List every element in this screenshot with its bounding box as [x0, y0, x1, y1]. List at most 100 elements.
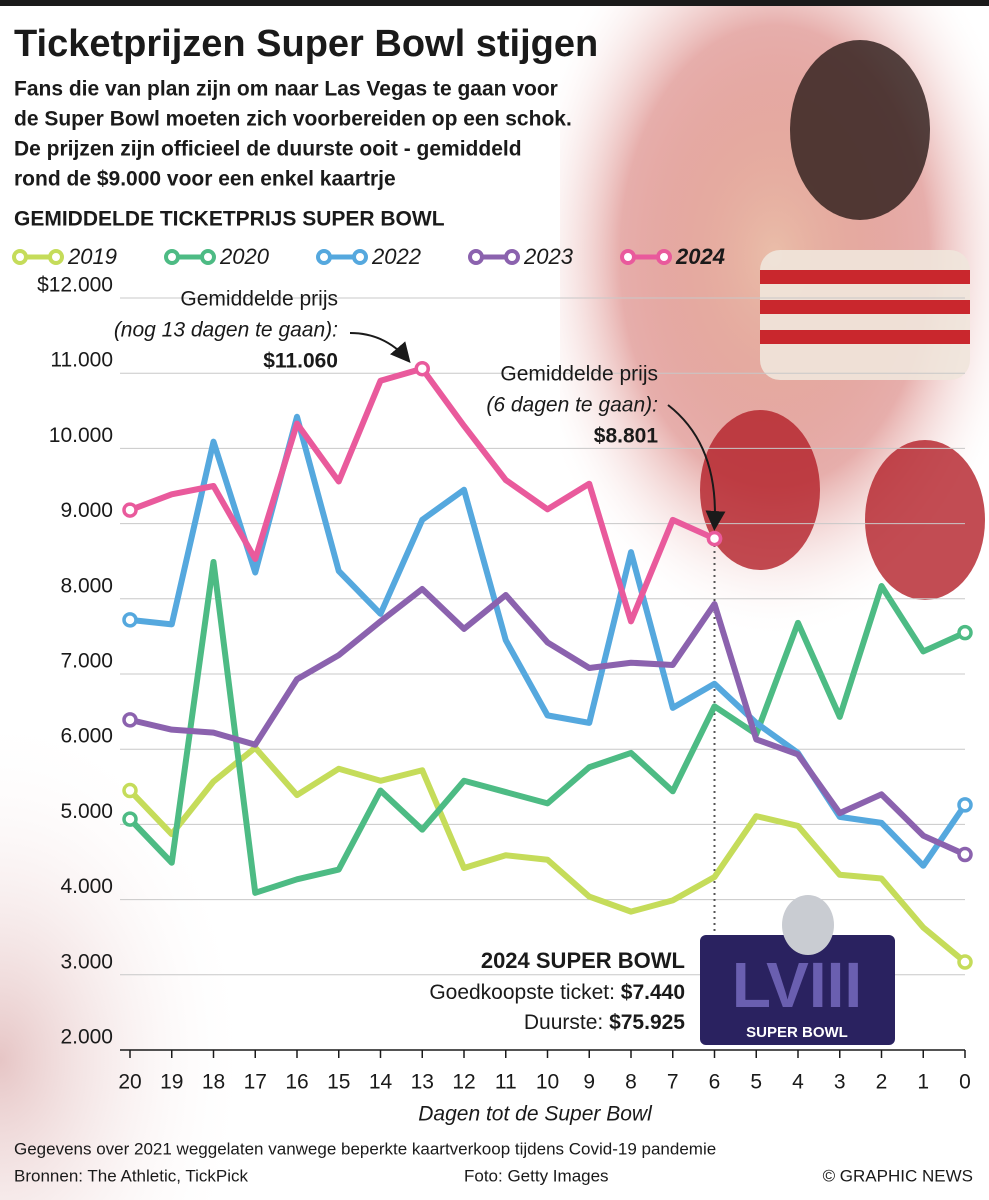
x-tick-label: 3 [834, 1071, 846, 1094]
x-tick-label: 14 [369, 1071, 393, 1094]
x-tick-label: 9 [583, 1071, 595, 1094]
annotation-arrow [667, 404, 726, 531]
series-end [122, 712, 138, 728]
series-end [122, 782, 138, 799]
legend-swatch [504, 249, 520, 265]
y-tick-label: 4.000 [60, 875, 113, 898]
top-bar [0, 0, 989, 6]
info-label: Duurste: [524, 1011, 603, 1034]
legend-label: 2023 [523, 244, 574, 269]
legend-item: 2023 [468, 244, 574, 269]
legend-swatch [620, 249, 636, 265]
legend-swatch [48, 249, 64, 265]
legend-swatch [164, 249, 180, 265]
x-tick-label: 16 [285, 1071, 308, 1094]
x-tick-label: 1 [917, 1071, 929, 1094]
x-tick-label: 0 [959, 1071, 971, 1094]
logo-numeral: LVIII [732, 949, 862, 1021]
annotation-arrow [349, 332, 411, 364]
photo-figure [865, 440, 985, 600]
title: Ticketprijzen Super Bowl stijgen [14, 23, 598, 65]
subtitle-line: rond de $9.000 voor een enkel kaartrje [14, 168, 396, 191]
legend-swatch [12, 249, 28, 265]
info-value: $75.925 [609, 1011, 685, 1034]
subtitle-line: de Super Bowl moeten zich voorbereiden o… [14, 108, 572, 131]
x-tick-label: 6 [709, 1071, 721, 1094]
series-end [957, 846, 973, 863]
info-value: $7.440 [621, 981, 685, 1004]
legend: 2019 2020 2022 2023 2024 [12, 244, 725, 269]
x-tick-label: 20 [118, 1071, 141, 1094]
y-tick-label: $12.000 [37, 274, 113, 297]
credit: © GRAPHIC NEWS [823, 1166, 973, 1185]
info-title: 2024 SUPER BOWL [481, 948, 685, 973]
y-tick-label: 7.000 [60, 650, 113, 673]
x-tick-label: 11 [495, 1071, 517, 1094]
x-tick-label: 5 [750, 1071, 762, 1094]
x-tick-label: 19 [160, 1071, 183, 1094]
info-row: Duurste: $75.925 [524, 1011, 685, 1034]
photo-figure [760, 330, 970, 344]
series-line [127, 558, 967, 896]
series-end [957, 797, 973, 813]
legend-swatch [200, 249, 216, 265]
annotation: $11.060 [263, 350, 338, 373]
legend-label: 2019 [67, 244, 117, 269]
subtitle-line: De prijzen zijn officieel de duurste ooi… [14, 138, 522, 161]
series-end [122, 502, 138, 518]
annotation: $8.801 [594, 425, 659, 448]
legend-swatch [316, 249, 332, 265]
footnote: Gegevens over 2021 weggelaten vanwege be… [14, 1139, 716, 1158]
highlight-point [414, 360, 430, 377]
chart-title: GEMIDDELDE TICKETPRIJS SUPER BOWL [14, 208, 445, 231]
series-end [957, 954, 973, 970]
legend-swatch [352, 249, 368, 265]
photo-figure [760, 300, 970, 314]
legend-item: 2020 [164, 244, 270, 269]
annotation: (nog 13 dagen te gaan): [114, 319, 338, 342]
x-tick-label: 13 [411, 1071, 434, 1094]
x-tick-label: 2 [876, 1071, 888, 1094]
annotation: (6 dagen te gaan): [486, 394, 658, 417]
subtitle: Fans die van plan zijn om naar Las Vegas… [14, 78, 572, 191]
series-line [127, 744, 967, 965]
photo-figure [790, 40, 930, 220]
series-end [122, 811, 138, 827]
subtitle-line: Fans die van plan zijn om naar Las Vegas… [14, 78, 558, 101]
x-tick-label: 15 [327, 1071, 350, 1094]
x-tick-label: 10 [536, 1071, 559, 1094]
x-axis-label: Dagen tot de Super Bowl [418, 1103, 653, 1126]
legend-label: 2020 [219, 244, 270, 269]
y-tick-label: 10.000 [49, 424, 113, 447]
series-end [122, 612, 138, 628]
photo-figure [700, 410, 820, 570]
y-tick-label: 8.000 [60, 574, 113, 597]
info-row: Goedkoopste ticket: $7.440 [429, 981, 685, 1004]
logo-trophy [782, 895, 834, 955]
x-tick-label: 18 [202, 1071, 225, 1094]
photo-figure [760, 250, 970, 380]
y-tick-label: 3.000 [60, 950, 113, 973]
legend-item: 2024 [620, 244, 725, 269]
x-tick-label: 7 [667, 1071, 679, 1094]
legend-label: 2022 [371, 244, 421, 269]
source: Bronnen: The Athletic, TickPick [14, 1166, 249, 1185]
annotation: Gemiddelde prijs [500, 363, 658, 386]
y-tick-label: 9.000 [60, 499, 113, 522]
x-tick-label: 4 [792, 1071, 804, 1094]
y-tick-label: 6.000 [60, 725, 113, 748]
series-line [129, 586, 967, 858]
legend-swatch [468, 249, 484, 265]
highlight-point [706, 530, 723, 547]
photo-credit: Foto: Getty Images [464, 1166, 609, 1185]
logo: LVIII SUPER BOWL [700, 895, 895, 1045]
y-tick-label: 5.000 [60, 800, 113, 823]
x-tick-label: 12 [452, 1071, 475, 1094]
logo-text: SUPER BOWL [746, 1024, 848, 1041]
info-label: Goedkoopste ticket: [429, 981, 615, 1004]
y-tick-label: 2.000 [60, 1026, 113, 1049]
legend-item: 2019 [12, 244, 117, 269]
logo-shape [700, 935, 895, 1045]
photo-figure [760, 270, 970, 284]
